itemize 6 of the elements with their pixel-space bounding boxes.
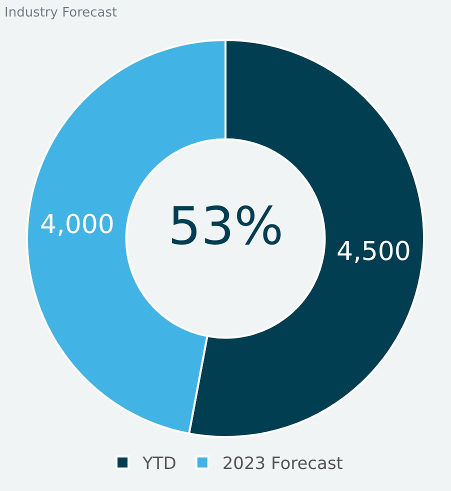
legend-label: 2023 Forecast	[222, 454, 344, 474]
data-label: 4,000	[40, 210, 114, 240]
chart-title: Industry Forecast	[4, 5, 118, 20]
text: 53%	[168, 197, 284, 257]
legend-label: YTD	[142, 454, 176, 474]
data-label: 4,500	[336, 237, 411, 268]
